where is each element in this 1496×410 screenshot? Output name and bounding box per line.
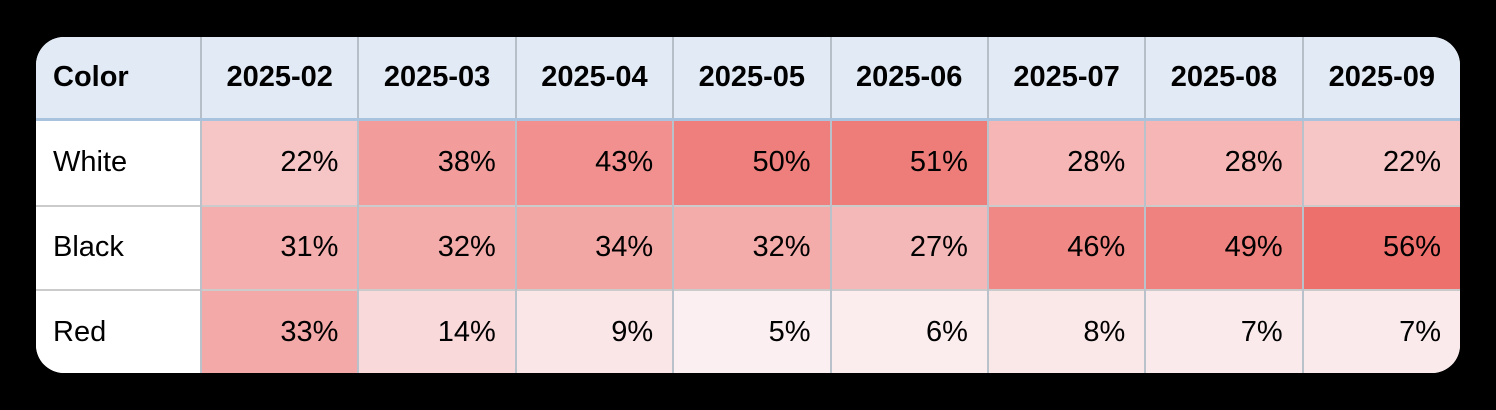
heatmap-header-row: Color 2025-02 2025-03 2025-04 2025-05 2025-0… <box>36 37 1460 121</box>
corner-header-color: Color <box>36 37 201 121</box>
heatmap-cell: 22% <box>1301 119 1460 206</box>
row-label-white: White <box>36 119 201 206</box>
heatmap-cell: 6% <box>829 289 988 373</box>
heatmap-card: Color 2025-02 2025-03 2025-04 2025-05 2025-0… <box>36 37 1460 373</box>
heatmap-cell: 9% <box>514 289 674 373</box>
heatmap-cell: 5% <box>672 289 831 373</box>
heatmap-cell: 49% <box>1144 204 1303 291</box>
column-header-2025-09: 2025-09 <box>1301 37 1460 121</box>
heatmap-table: Color 2025-02 2025-03 2025-04 2025-05 2025-0… <box>36 37 1460 373</box>
column-header-2025-03: 2025-03 <box>357 37 516 121</box>
heatmap-cell: 51% <box>829 119 988 206</box>
heatmap-cell: 33% <box>199 289 359 373</box>
heatmap-cell: 14% <box>357 289 516 373</box>
column-header-2025-04: 2025-04 <box>514 37 674 121</box>
heatmap-cell: 46% <box>986 204 1146 291</box>
row-label-red: Red <box>36 289 201 373</box>
heatmap-cell: 43% <box>514 119 674 206</box>
heatmap-cell: 56% <box>1301 204 1460 291</box>
heatmap-cell: 32% <box>357 204 516 291</box>
heatmap-cell: 31% <box>199 204 359 291</box>
row-label-black: Black <box>36 204 201 291</box>
heatmap-row-red: Red 33% 14% 9% 5% 6% 8% 7% 7% <box>36 289 1460 373</box>
heatmap-cell: 38% <box>357 119 516 206</box>
heatmap-cell: 7% <box>1144 289 1303 373</box>
column-header-2025-08: 2025-08 <box>1144 37 1303 121</box>
heatmap-cell: 8% <box>986 289 1146 373</box>
heatmap-row-black: Black 31% 32% 34% 32% 27% 46% 49% 56% <box>36 204 1460 291</box>
column-header-2025-02: 2025-02 <box>199 37 359 121</box>
column-header-2025-07: 2025-07 <box>986 37 1146 121</box>
heatmap-cell: 7% <box>1301 289 1460 373</box>
column-header-2025-05: 2025-05 <box>672 37 831 121</box>
heatmap-cell: 28% <box>1144 119 1303 206</box>
column-header-2025-06: 2025-06 <box>829 37 988 121</box>
heatmap-cell: 27% <box>829 204 988 291</box>
heatmap-cell: 32% <box>672 204 831 291</box>
heatmap-cell: 22% <box>199 119 359 206</box>
heatmap-body: White 22% 38% 43% 50% 51% 28% 28% 22% Black 31% 32%… <box>36 119 1460 373</box>
heatmap-row-white: White 22% 38% 43% 50% 51% 28% 28% 22% <box>36 119 1460 206</box>
heatmap-cell: 50% <box>672 119 831 206</box>
heatmap-cell: 28% <box>986 119 1146 206</box>
heatmap-cell: 34% <box>514 204 674 291</box>
